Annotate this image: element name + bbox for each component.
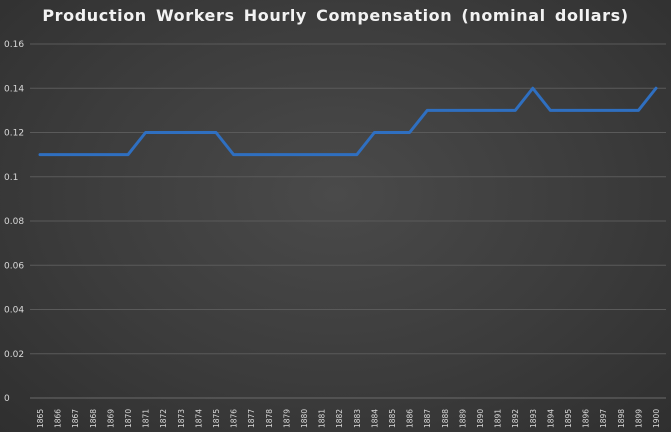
x-tick-label: 1892 [511, 409, 520, 428]
x-tick-label: 1878 [265, 409, 274, 428]
y-tick-label: 0.16 [4, 40, 24, 50]
y-tick-label: 0.06 [4, 261, 24, 271]
x-tick-label: 1900 [652, 409, 661, 428]
x-tick-label: 1886 [406, 409, 415, 428]
gridlines [30, 43, 666, 399]
x-tick-label: 1884 [370, 409, 379, 428]
x-tick-label: 1890 [476, 409, 485, 428]
x-tick-label: 1895 [564, 409, 573, 428]
x-tick-label: 1870 [124, 409, 133, 428]
x-tick-label: 1867 [71, 409, 80, 428]
series-line [38, 86, 658, 157]
x-tick-label: 1899 [634, 409, 643, 428]
series-layer [38, 86, 658, 157]
x-tick-label: 1877 [247, 409, 256, 428]
x-tick-label: 1868 [89, 409, 98, 428]
x-tick-label: 1882 [335, 409, 344, 428]
x-tick-label: 1883 [353, 409, 362, 428]
x-tick-label: 1871 [142, 409, 151, 428]
x-tick-label: 1879 [282, 409, 291, 428]
x-tick-label: 1897 [599, 409, 608, 428]
y-tick-label: 0.04 [4, 306, 24, 316]
x-tick-label: 1881 [318, 409, 327, 428]
y-tick-label: 0 [4, 394, 10, 404]
y-tick-label: 0.08 [4, 217, 24, 227]
x-tick-label: 1894 [546, 409, 555, 428]
x-tick-label: 1874 [194, 409, 203, 428]
x-tick-label: 1885 [388, 409, 397, 428]
x-tick-label: 1889 [458, 409, 467, 428]
x-tick-label: 1872 [159, 409, 168, 428]
x-tick-label: 1875 [212, 409, 221, 428]
x-axis-ticks: 1865 1866 1867 1868 1869 1870 1871 1872 1873 1874… [36, 409, 661, 428]
x-tick-label: 1896 [582, 409, 591, 428]
x-tick-label: 1898 [617, 409, 626, 428]
y-tick-label: 0.1 [4, 173, 18, 183]
y-tick-label: 0.02 [4, 350, 24, 360]
x-tick-label: 1873 [177, 409, 186, 428]
y-tick-label: 0.12 [4, 129, 24, 139]
x-tick-label: 1893 [529, 409, 538, 428]
y-axis-ticks: 0 0.02 0.04 0.06 0.08 0.1 0.12 0.14 0.16 [4, 40, 24, 404]
x-tick-label: 1866 [54, 409, 63, 428]
x-tick-label: 1876 [230, 409, 239, 428]
x-tick-label: 1865 [36, 409, 45, 428]
x-tick-label: 1880 [300, 409, 309, 428]
y-tick-label: 0.14 [4, 84, 24, 94]
chart-title: Production Workers Hourly Compensation (… [42, 6, 629, 25]
x-tick-label: 1888 [441, 409, 450, 428]
x-tick-label: 1891 [494, 409, 503, 428]
x-tick-label: 1887 [423, 409, 432, 428]
x-tick-label: 1869 [106, 409, 115, 428]
